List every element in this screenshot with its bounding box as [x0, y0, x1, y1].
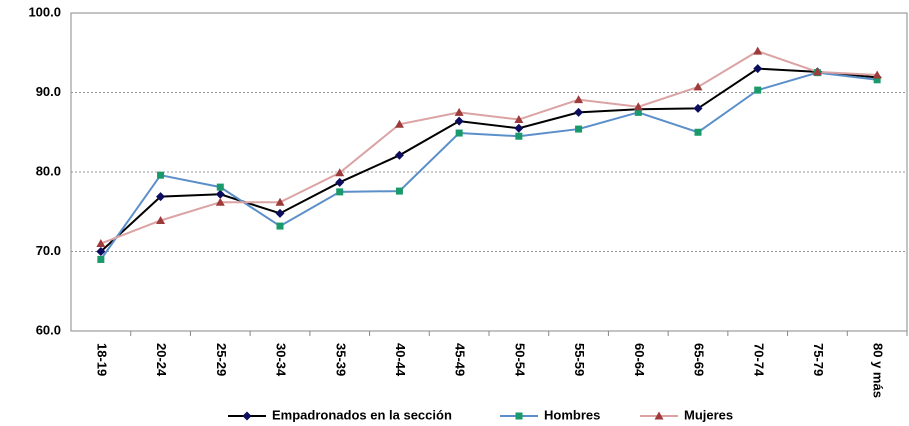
- x-tick-label: 80 y más: [871, 343, 886, 398]
- series-line: [100, 67, 878, 253]
- y-tick-label: 70.0: [36, 243, 61, 258]
- data-point: [754, 86, 762, 94]
- x-tick-label: 50-54: [512, 343, 527, 377]
- data-point: [335, 177, 345, 187]
- data-point: [872, 70, 882, 79]
- data-point: [156, 215, 166, 224]
- data-point: [336, 188, 344, 196]
- x-tick-label: 25-29: [214, 343, 229, 376]
- x-tick-label: 35-39: [333, 343, 348, 376]
- y-tick-label: 90.0: [36, 84, 61, 99]
- data-point: [335, 168, 345, 177]
- data-point: [276, 222, 284, 230]
- data-point: [873, 76, 881, 84]
- data-point: [574, 95, 584, 104]
- x-tick-label: 60-64: [632, 343, 647, 377]
- data-point: [275, 197, 285, 206]
- data-point: [157, 171, 165, 179]
- x-tick-label: 40-44: [393, 343, 408, 377]
- data-point: [454, 116, 464, 126]
- data-point: [514, 123, 524, 133]
- data-point: [514, 115, 524, 124]
- data-point: [633, 102, 643, 111]
- x-tick-label: 70-74: [751, 343, 766, 377]
- data-point: [753, 64, 763, 74]
- y-tick-label: 100.0: [28, 4, 61, 19]
- data-point: [812, 67, 822, 76]
- x-tick-label: 65-69: [692, 343, 707, 376]
- series-line: [100, 50, 878, 245]
- x-tick-label: 30-34: [274, 343, 289, 377]
- x-tick-label: 75-79: [811, 343, 826, 376]
- data-point: [394, 119, 404, 128]
- data-point: [215, 197, 225, 206]
- data-point: [395, 187, 403, 195]
- data-point: [694, 128, 702, 136]
- legend-label: Mujeres: [684, 407, 733, 422]
- data-point: [96, 247, 106, 256]
- data-point: [275, 208, 285, 218]
- data-point: [394, 150, 404, 160]
- x-tick-label: 18-19: [94, 343, 109, 376]
- data-point: [515, 132, 523, 140]
- legend-marker: [242, 411, 252, 421]
- data-point: [454, 107, 464, 116]
- data-point: [693, 82, 703, 91]
- data-point: [215, 189, 225, 199]
- legend-label: Hombres: [544, 407, 600, 422]
- x-tick-label: 20-24: [154, 343, 169, 377]
- data-point: [156, 192, 166, 202]
- data-point: [97, 255, 105, 263]
- x-tick-label: 55-59: [572, 343, 587, 376]
- legend-label: Empadronados en la sección: [272, 407, 452, 422]
- series-line: [100, 71, 878, 261]
- data-point: [455, 129, 463, 137]
- data-point: [753, 46, 763, 55]
- data-point: [634, 108, 642, 116]
- y-tick-label: 60.0: [36, 322, 61, 337]
- x-tick-label: 45-49: [453, 343, 468, 376]
- data-point: [574, 107, 584, 117]
- legend-marker: [654, 411, 664, 420]
- data-point: [216, 183, 224, 191]
- data-point: [575, 125, 583, 133]
- legend-marker: [515, 412, 523, 420]
- data-point: [693, 103, 703, 113]
- data-point: [96, 239, 106, 248]
- y-tick-label: 80.0: [36, 163, 61, 178]
